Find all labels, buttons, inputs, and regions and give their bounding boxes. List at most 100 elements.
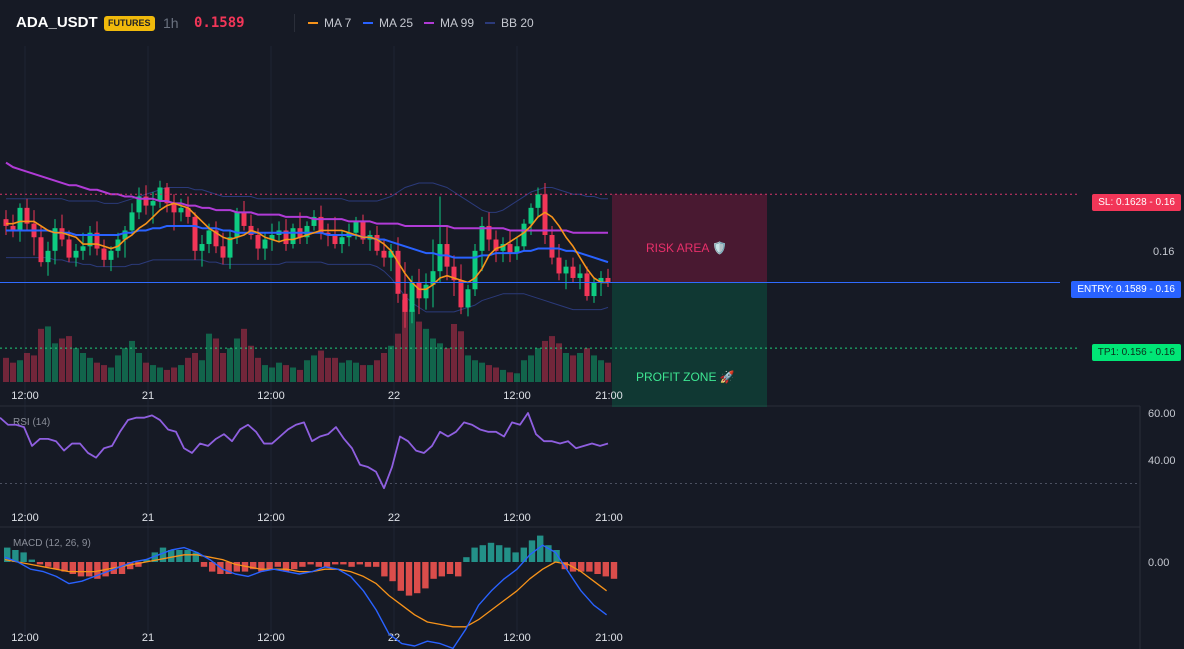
rsi-tick-label: 40.00 <box>1148 455 1176 467</box>
candle-body <box>269 234 275 240</box>
candle-body <box>115 239 121 251</box>
candle-body <box>283 230 289 245</box>
macd-title: MACD (12, 26, 9) <box>13 538 91 549</box>
time-tick-label: 21 <box>142 512 154 524</box>
volume-bar <box>465 355 471 382</box>
macd-histogram-bar <box>86 562 93 577</box>
volume-bar <box>45 326 51 382</box>
rsi-tick-label: 60.00 <box>1148 408 1176 420</box>
macd-histogram-bar <box>45 562 52 567</box>
candle-body <box>437 244 443 272</box>
macd-histogram-bar <box>586 562 593 572</box>
volume-bar <box>318 350 324 382</box>
volume-bar <box>24 353 30 382</box>
candle-body <box>423 284 429 299</box>
legend-bb20[interactable]: BB 20 <box>485 16 534 30</box>
candle-body <box>605 277 611 283</box>
candle-body <box>591 282 597 297</box>
volume-bar <box>311 355 317 382</box>
volume-bar <box>395 333 401 382</box>
macd-histogram-bar <box>348 562 355 567</box>
candle-body <box>136 196 142 213</box>
macd-line <box>4 544 608 649</box>
ma99-swatch <box>424 21 434 24</box>
macd-histogram-bar <box>192 552 199 562</box>
volume-bar <box>598 360 604 382</box>
candle-body <box>80 246 86 251</box>
macd-histogram-bar <box>528 540 536 562</box>
candle-body <box>416 282 422 299</box>
volume-bar <box>542 340 548 382</box>
candle-body <box>290 228 296 245</box>
volume-bar <box>458 331 464 382</box>
volume-bar <box>185 357 191 382</box>
time-tick-label: 12:00 <box>503 390 531 402</box>
time-tick-label: 22 <box>388 512 400 524</box>
candle-body <box>577 273 583 278</box>
volume-bar <box>444 348 450 382</box>
macd-histogram-bar <box>143 559 150 562</box>
macd-histogram-bar <box>332 562 339 565</box>
candle-body <box>45 250 51 263</box>
symbol-label[interactable]: ADA_USDT <box>16 14 98 31</box>
volume-bar <box>108 367 114 382</box>
volume-bar <box>297 369 303 382</box>
candle-body <box>304 225 310 238</box>
volume-bar <box>521 360 527 382</box>
macd-histogram-bar <box>438 562 445 577</box>
volume-bar <box>437 343 443 382</box>
volume-bar <box>199 360 205 382</box>
time-tick-label: 12:00 <box>503 632 531 644</box>
macd-histogram-bar <box>151 552 158 562</box>
candle-body <box>409 282 415 312</box>
volume-bar <box>556 343 562 382</box>
volume-bar <box>66 336 72 382</box>
volume-bar <box>234 338 240 382</box>
macd-histogram-bar <box>258 562 265 572</box>
macd-histogram-bar <box>200 562 208 567</box>
candle-body <box>542 194 548 235</box>
candle-body <box>171 203 177 213</box>
bb20-swatch <box>485 21 495 24</box>
volume-bar <box>17 360 23 382</box>
candle-body <box>430 271 436 285</box>
legend-ma7[interactable]: MA 7 <box>308 16 351 30</box>
volume-bar <box>353 362 359 382</box>
macd-histogram-bar <box>356 562 363 565</box>
volume-bar <box>115 355 121 382</box>
macd-histogram-bar <box>266 562 273 570</box>
time-tick-label: 12:00 <box>257 390 285 402</box>
volume-bar <box>59 338 65 382</box>
macd-signal-line <box>4 554 607 628</box>
volume-bar <box>332 357 338 382</box>
profit-zone-box <box>612 282 767 407</box>
macd-histogram-bar <box>446 562 454 574</box>
timeframe-label[interactable]: 1h <box>163 15 179 31</box>
volume-bar <box>304 360 310 382</box>
macd-histogram-bar <box>504 547 511 562</box>
candle-body <box>150 201 156 206</box>
legend-ma25[interactable]: MA 25 <box>363 16 413 30</box>
bb-lower-line <box>6 257 609 313</box>
macd-histogram-bar <box>512 552 519 562</box>
candle-body <box>514 246 520 254</box>
header-divider <box>294 14 295 32</box>
volume-bar <box>367 365 373 382</box>
time-tick-label: 22 <box>388 390 400 402</box>
volume-bar <box>192 353 198 382</box>
legend-ma99[interactable]: MA 99 <box>424 16 474 30</box>
candle-body <box>472 250 478 290</box>
volume-bar <box>570 355 576 382</box>
macd-histogram-bar <box>53 562 60 570</box>
volume-bar <box>3 357 9 382</box>
volume-bar <box>346 360 352 382</box>
candle-body <box>108 250 114 260</box>
volume-bar <box>248 345 254 382</box>
candle-body <box>164 187 170 204</box>
macd-histogram-bar <box>250 562 257 570</box>
volume-bar <box>535 348 541 382</box>
macd-histogram-bar <box>553 550 560 562</box>
volume-bar <box>129 340 135 382</box>
ma99-line <box>5 161 608 234</box>
